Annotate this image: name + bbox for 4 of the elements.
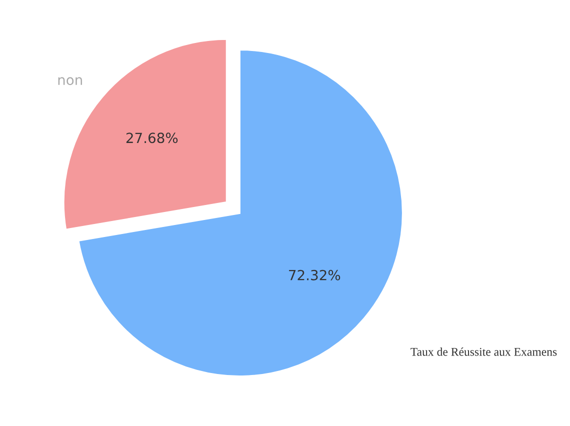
data-label: 27.68% (126, 132, 178, 144)
data-label: 72.32% (289, 270, 340, 280)
text: Taux de Réussite aux Examens (410, 348, 557, 356)
slice-label: non (58, 77, 82, 86)
